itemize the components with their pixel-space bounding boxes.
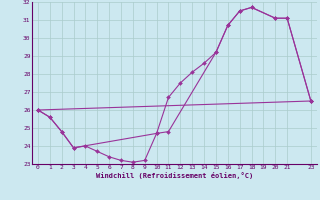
- X-axis label: Windchill (Refroidissement éolien,°C): Windchill (Refroidissement éolien,°C): [96, 172, 253, 179]
